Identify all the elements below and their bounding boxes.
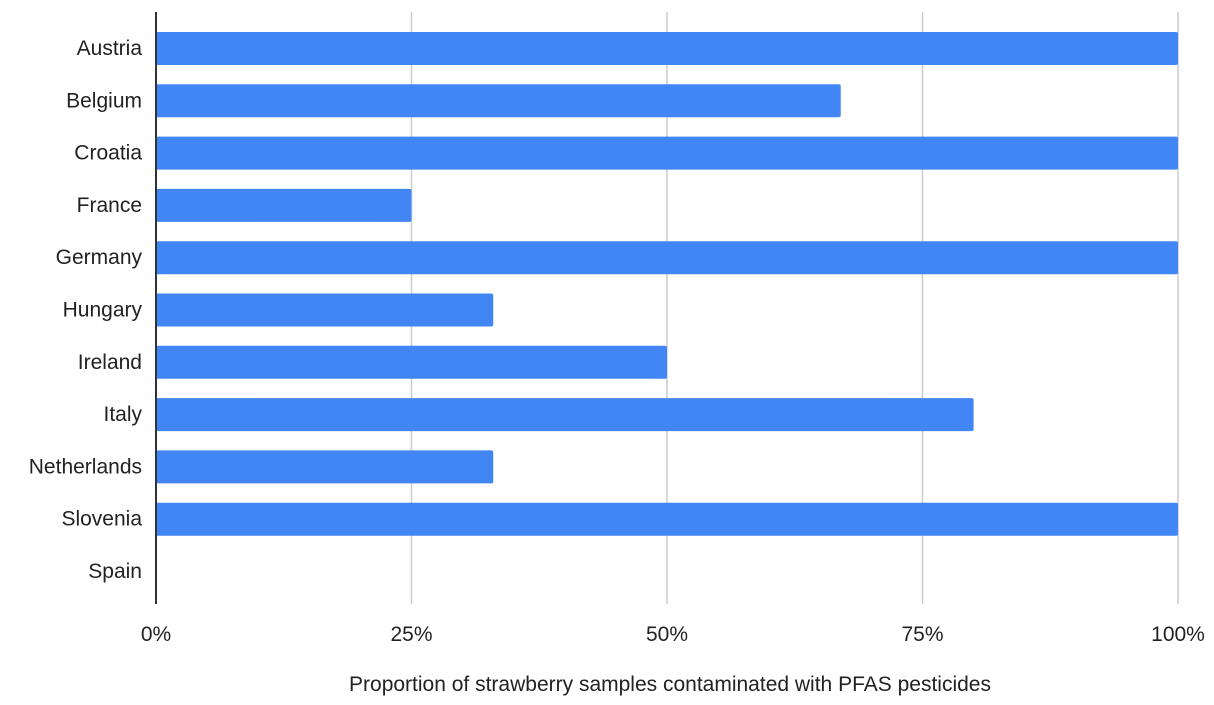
bars — [156, 32, 1178, 536]
x-tick-label-1: 25% — [390, 623, 432, 646]
category-label-france: France — [77, 194, 142, 217]
category-label-ireland: Ireland — [78, 351, 142, 374]
bar-italy — [156, 398, 974, 432]
x-tick-label-3: 75% — [901, 623, 943, 646]
bar-belgium — [156, 84, 841, 118]
x-tick-label-2: 50% — [646, 623, 688, 646]
x-axis-title: Proportion of strawberry samples contami… — [349, 673, 991, 696]
bar-netherlands — [156, 450, 494, 484]
category-label-italy: Italy — [103, 403, 142, 426]
bar-slovenia — [156, 502, 1178, 536]
bar-hungary — [156, 293, 494, 327]
bar-ireland — [156, 345, 667, 379]
category-label-slovenia: Slovenia — [61, 508, 142, 531]
category-label-spain: Spain — [88, 560, 142, 583]
bar-austria — [156, 32, 1178, 65]
bar-france — [156, 188, 412, 222]
category-label-netherlands: Netherlands — [29, 455, 142, 478]
x-tick-label-4: 100% — [1151, 623, 1205, 646]
category-label-hungary: Hungary — [63, 299, 143, 322]
category-label-croatia: Croatia — [74, 142, 142, 165]
category-label-belgium: Belgium — [66, 89, 142, 112]
category-labels: Austria Belgium Croatia France Germany Hungar… — [29, 37, 143, 583]
bar-germany — [156, 241, 1178, 275]
x-tick-label-0: 0% — [141, 623, 171, 646]
category-label-germany: Germany — [56, 246, 143, 269]
bar-croatia — [156, 136, 1178, 170]
category-label-austria: Austria — [77, 37, 143, 60]
x-tick-labels: 0% 25% 50% 75% 100% — [141, 623, 1205, 646]
